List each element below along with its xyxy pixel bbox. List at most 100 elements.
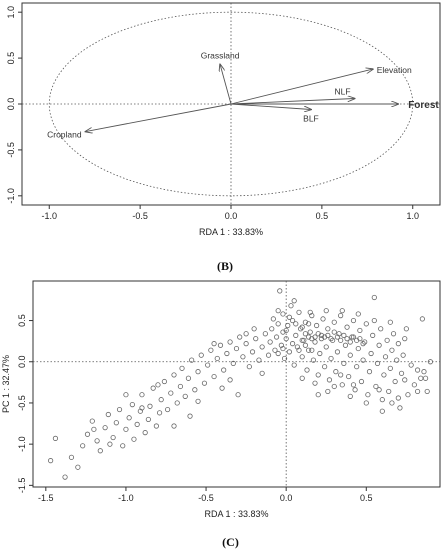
data-point [161, 378, 167, 385]
data-point [164, 406, 171, 413]
data-point [139, 405, 145, 411]
data-point [378, 326, 384, 332]
data-point [62, 474, 68, 480]
data-point [145, 416, 151, 423]
data-point [75, 464, 81, 470]
data-point [84, 431, 91, 437]
data-point [384, 337, 390, 343]
data-point [370, 332, 376, 338]
data-point [341, 360, 347, 366]
data-point [107, 441, 113, 447]
x-axis-title: RDA 1 : 33.83% [204, 509, 268, 519]
data-point [389, 400, 395, 406]
data-point [371, 317, 377, 324]
data-point [134, 421, 140, 427]
data-point [395, 341, 401, 347]
data-point [352, 387, 358, 393]
data-point [418, 375, 424, 381]
data-point [110, 434, 116, 441]
data-point [355, 311, 361, 317]
data-point [230, 360, 236, 366]
data-point [315, 392, 321, 398]
data-point [227, 339, 233, 345]
data-point [358, 378, 365, 385]
vector-label-cropland: Cropland [47, 130, 82, 140]
data-point [338, 372, 344, 378]
data-point [347, 352, 353, 358]
data-point [195, 398, 201, 404]
vector-label-forest: Forest [408, 100, 439, 111]
data-point [249, 349, 256, 355]
data-point [89, 418, 95, 424]
data-point [379, 397, 385, 403]
data-point [355, 345, 361, 352]
x-tick-label: -0.5 [132, 211, 148, 221]
data-point [205, 362, 211, 368]
data-point [293, 332, 299, 338]
data-point [330, 337, 336, 343]
data-point [357, 336, 363, 342]
y-tick-label: 0.5 [6, 52, 16, 65]
data-point [314, 322, 320, 329]
data-point [201, 380, 208, 386]
data-point [338, 313, 344, 319]
data-point [291, 362, 297, 368]
data-point [374, 360, 381, 366]
data-point [376, 387, 382, 393]
data-point [350, 317, 357, 324]
data-point [233, 345, 240, 352]
data-point [123, 392, 129, 398]
data-point [187, 413, 193, 419]
data-point [334, 349, 341, 355]
data-point [297, 326, 304, 332]
x-axis-title: RDA 1 : 33.83% [199, 227, 263, 237]
y-tick-label: 1.0 [6, 6, 16, 19]
data-point [309, 347, 315, 353]
data-point [296, 309, 302, 315]
data-point [293, 321, 299, 327]
data-point [235, 392, 241, 398]
data-point [322, 364, 328, 370]
data-point [68, 454, 75, 460]
data-point [379, 408, 385, 414]
data-point [386, 388, 392, 395]
data-point [338, 337, 344, 343]
data-point [171, 423, 177, 429]
data-point [219, 385, 225, 391]
data-point [189, 357, 195, 363]
data-point [182, 393, 188, 399]
data-point [344, 336, 350, 342]
data-point [153, 423, 159, 429]
data-point [158, 397, 164, 403]
y-axis-title: PC 1 : 32.47% [1, 355, 11, 413]
data-point [267, 339, 273, 345]
data-point [208, 347, 214, 353]
data-point [381, 372, 387, 378]
data-point [347, 393, 353, 399]
data-point [48, 458, 54, 464]
data-point [307, 309, 313, 315]
data-point [306, 321, 312, 327]
y-tick-label: 0.0 [6, 98, 16, 111]
data-point [299, 324, 305, 330]
data-point [403, 326, 409, 332]
data-point [251, 326, 257, 332]
data-point [341, 332, 347, 338]
data-point [171, 372, 177, 378]
data-point [394, 357, 400, 363]
data-point [198, 352, 204, 358]
data-point [392, 378, 398, 385]
vector-cropland [86, 103, 232, 132]
data-point [307, 329, 313, 335]
data-point [120, 443, 126, 449]
data-point [299, 354, 305, 360]
data-point [289, 341, 296, 347]
data-point [421, 369, 427, 375]
vector-label-blf: BLF [303, 114, 319, 124]
data-point [334, 334, 341, 340]
data-point [105, 411, 111, 418]
y-tick-label: 0.5 [17, 314, 27, 327]
x-tick-label: 0.0 [280, 493, 293, 503]
data-point [310, 357, 317, 363]
data-point [179, 365, 185, 371]
